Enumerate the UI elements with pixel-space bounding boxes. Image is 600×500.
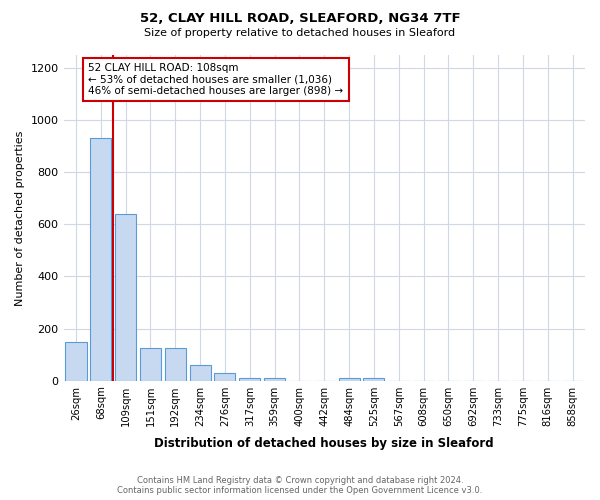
Bar: [140, 348, 161, 380]
Bar: [90, 138, 112, 380]
Text: Contains HM Land Registry data © Crown copyright and database right 2024.
Contai: Contains HM Land Registry data © Crown c…: [118, 476, 482, 495]
Bar: [65, 342, 86, 380]
Bar: [338, 378, 359, 380]
Bar: [364, 378, 385, 380]
Bar: [214, 373, 235, 380]
Text: Size of property relative to detached houses in Sleaford: Size of property relative to detached ho…: [145, 28, 455, 38]
X-axis label: Distribution of detached houses by size in Sleaford: Distribution of detached houses by size …: [154, 437, 494, 450]
Bar: [115, 214, 136, 380]
Bar: [239, 378, 260, 380]
Bar: [190, 365, 211, 380]
Y-axis label: Number of detached properties: Number of detached properties: [15, 130, 25, 306]
Text: 52 CLAY HILL ROAD: 108sqm
← 53% of detached houses are smaller (1,036)
46% of se: 52 CLAY HILL ROAD: 108sqm ← 53% of detac…: [88, 63, 343, 96]
Bar: [264, 378, 285, 380]
Text: 52, CLAY HILL ROAD, SLEAFORD, NG34 7TF: 52, CLAY HILL ROAD, SLEAFORD, NG34 7TF: [140, 12, 460, 26]
Bar: [165, 348, 186, 380]
